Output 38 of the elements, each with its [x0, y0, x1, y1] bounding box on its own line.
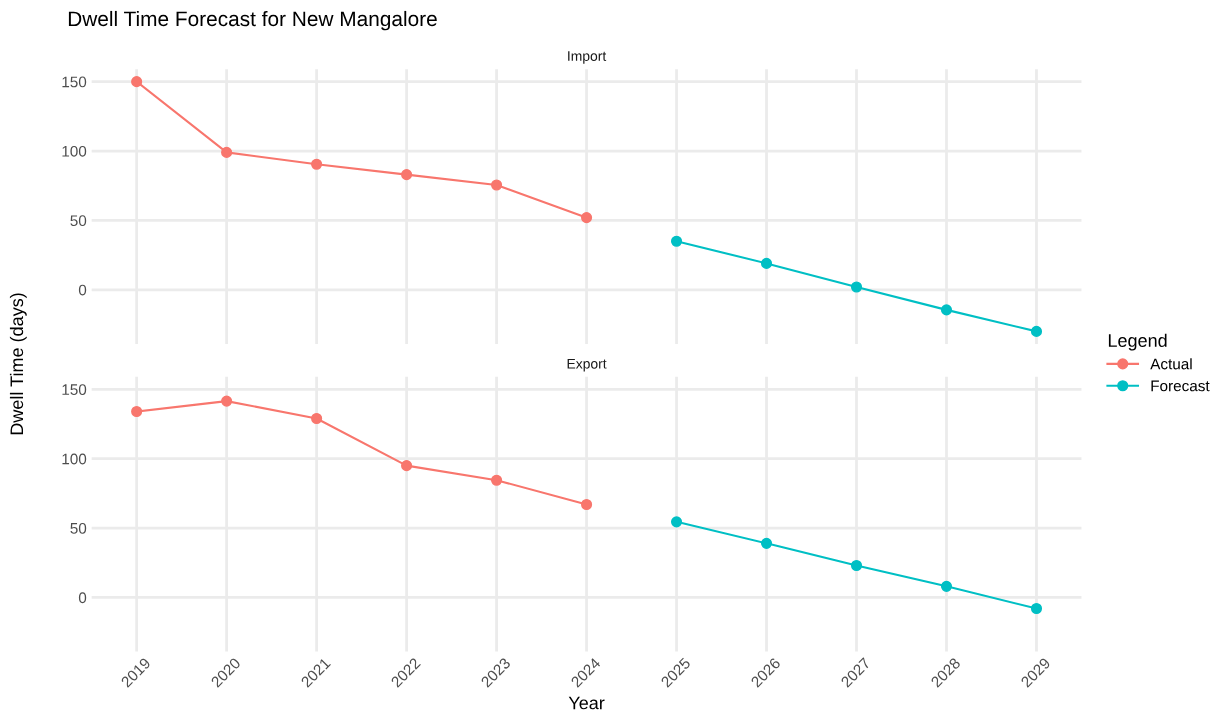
point — [940, 580, 953, 592]
y-axis-title: Dwell Time (days) — [9, 293, 27, 435]
y-tick-label: 150 — [62, 76, 87, 88]
point — [670, 235, 683, 247]
chart-title: Dwell Time Forecast for New Mangalore — [68, 10, 437, 31]
legend-label: Forecast — [1151, 380, 1210, 392]
point — [311, 158, 323, 170]
y-tick-label: 0 — [78, 592, 87, 604]
chart-subtitle: Export — [567, 358, 607, 372]
y-tick-label: 100 — [62, 145, 87, 157]
legend-label: Actual — [1150, 358, 1192, 370]
y-tick-label: 150 — [62, 384, 87, 396]
y-tick-label: 100 — [62, 453, 87, 465]
point — [581, 212, 593, 224]
point — [221, 146, 233, 158]
point — [760, 257, 773, 269]
point — [491, 474, 503, 486]
point — [1030, 602, 1043, 615]
point — [760, 537, 773, 549]
point — [850, 559, 863, 572]
legend-title: Legend — [1108, 333, 1167, 351]
y-tick-label: 50 — [70, 522, 87, 534]
point — [581, 498, 593, 511]
chart-subtitle: Import — [568, 51, 607, 64]
point — [940, 304, 953, 316]
point — [850, 281, 863, 293]
point — [131, 405, 143, 418]
point — [1030, 325, 1043, 337]
point — [311, 412, 323, 425]
point — [670, 516, 683, 528]
x-axis-title: Year — [568, 696, 605, 710]
point — [491, 179, 503, 191]
point — [221, 395, 233, 407]
point — [131, 76, 143, 88]
point — [401, 169, 413, 181]
y-tick-label: 0 — [78, 284, 87, 296]
y-tick-label: 50 — [70, 215, 87, 227]
point — [401, 460, 413, 472]
